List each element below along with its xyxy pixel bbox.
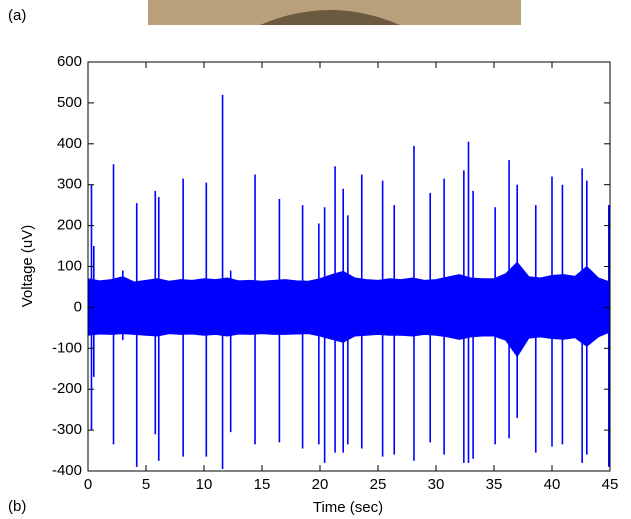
panel-label: (a) xyxy=(8,7,26,24)
y-tick-label: -200 xyxy=(52,380,82,397)
x-tick-label: 40 xyxy=(544,476,561,493)
noise-envelope xyxy=(87,306,611,358)
y-tick-label: 100 xyxy=(57,257,82,274)
plot xyxy=(87,94,611,469)
y-tick-label: 200 xyxy=(57,217,82,234)
x-tick-label: 10 xyxy=(196,476,213,493)
y-tick-label: -400 xyxy=(52,462,82,479)
y-tick-label: -100 xyxy=(52,339,82,356)
plot-frame xyxy=(87,61,611,472)
y-tick-label: 600 xyxy=(57,53,82,70)
y-tick-label: 300 xyxy=(57,176,82,193)
y-tick-label: 0 xyxy=(74,298,82,315)
x-tick-label: 30 xyxy=(428,476,445,493)
panel-label: (b) xyxy=(8,498,26,515)
y-axis-label: Voltage (uV) xyxy=(19,225,36,308)
y-tick-label: 400 xyxy=(57,135,82,152)
x-axis-label: Time (sec) xyxy=(313,499,383,516)
x-tick-label: 35 xyxy=(486,476,503,493)
x-tick-label: 20 xyxy=(312,476,329,493)
y-tick-label: 500 xyxy=(57,94,82,111)
x-tick-label: 15 xyxy=(254,476,271,493)
photo-detail xyxy=(260,10,400,25)
noise-envelope xyxy=(87,261,611,308)
y-tick-label: -300 xyxy=(52,421,82,438)
x-tick-label: 0 xyxy=(84,476,92,493)
x-tick-label: 45 xyxy=(602,476,619,493)
x-tick-label: 5 xyxy=(142,476,150,493)
x-tick-label: 25 xyxy=(370,476,387,493)
